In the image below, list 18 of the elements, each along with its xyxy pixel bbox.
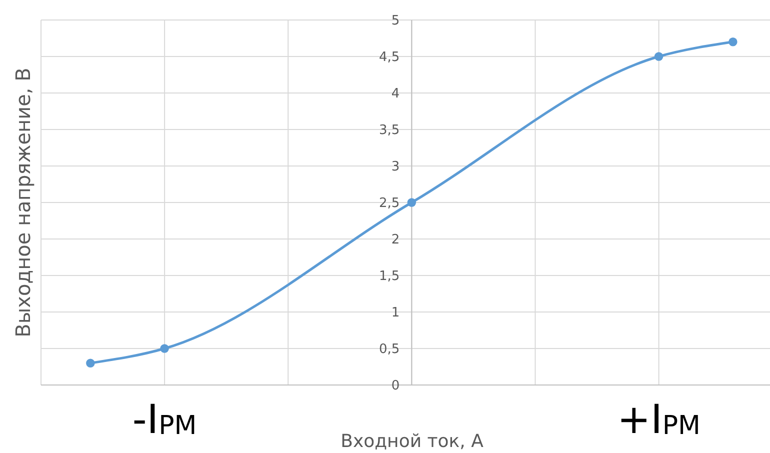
y-tick-label: 4,5 <box>378 50 400 66</box>
y-tick-label: 2 <box>391 232 400 248</box>
y-tick-label: 5 <box>391 14 400 29</box>
point <box>654 52 664 61</box>
y-tick-label: 0,5 <box>378 342 400 358</box>
y-tick-label: 0 <box>391 378 400 394</box>
y-tick-label: 2,5 <box>378 196 400 212</box>
y-axis-title: Выходное напряжение, В <box>11 68 35 338</box>
y-tick-label: 3,5 <box>378 123 400 138</box>
y-tick-label: 1 <box>391 306 400 321</box>
point <box>407 198 416 207</box>
y-tick-label: 3 <box>391 160 400 175</box>
y-tick-label: 4 <box>391 86 400 102</box>
y-tick-label: 1,5 <box>378 269 400 284</box>
x-axis-title: Входной ток, А <box>340 431 484 452</box>
point <box>160 344 169 353</box>
point <box>86 358 95 368</box>
point <box>728 38 738 46</box>
